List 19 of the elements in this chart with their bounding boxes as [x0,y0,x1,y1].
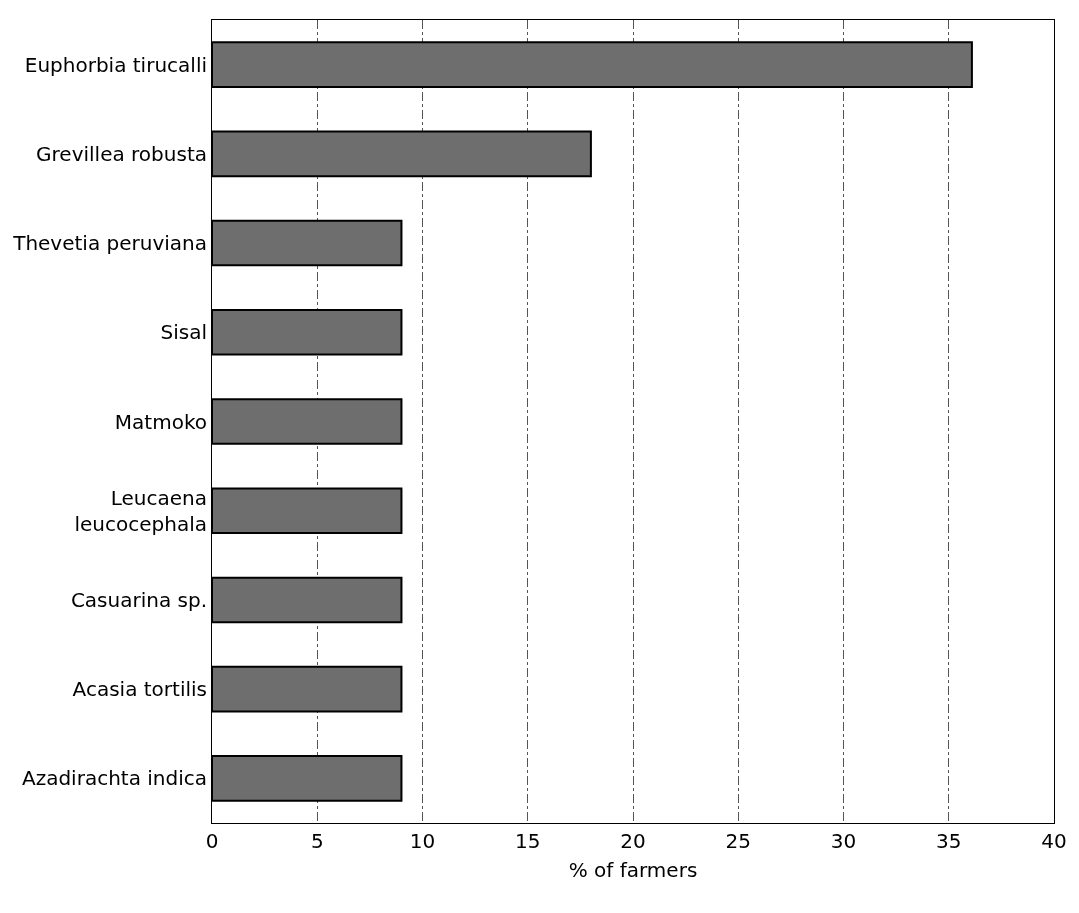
x-tick-label: 10 [409,829,436,853]
y-tick-label: Grevillea robusta [36,141,207,166]
x-axis-title: % of farmers [568,857,698,882]
y-tick-label: Casuarina sp. [70,587,207,612]
x-tick-label: 5 [310,829,324,853]
y-tick-label: Sisal [160,320,207,345]
y-tick-label: Euphorbia tirucalli [24,52,207,77]
y-tick-label: Azadirachta indica [21,766,207,791]
y-tick-label: Matmoko [114,409,207,434]
y-tick-label: Acasia tortilis [72,677,207,702]
x-tick-label: 0 [205,829,219,853]
x-tick-label: 35 [936,829,962,853]
x-tick-label: 30 [830,829,857,853]
x-tick-label: 40 [1041,829,1067,853]
x-tick-label: 25 [725,829,751,853]
y-tick-label: Thevetia peruviana [12,231,207,256]
x-tick-label: 15 [515,829,541,853]
y-tick-label: Leucaena leucocephala [74,485,207,536]
x-tick-label: 20 [620,829,646,853]
